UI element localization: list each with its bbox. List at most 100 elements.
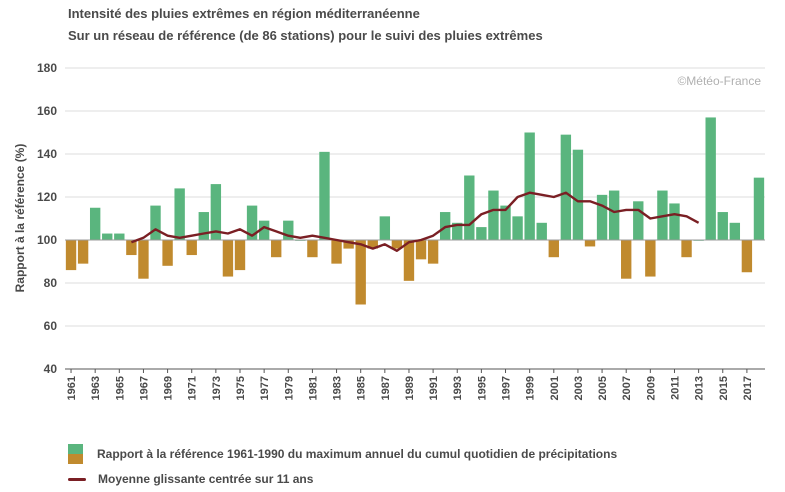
bar-1996 (488, 190, 499, 240)
chart-subtitle: Sur un réseau de référence (de 86 statio… (68, 28, 543, 43)
y-axis-label: Rapport à la référence (%) (13, 144, 27, 293)
x-tick-label: 2013 (694, 376, 706, 400)
bar-1968 (150, 205, 161, 240)
bar-1971 (186, 240, 197, 256)
bar-1963 (89, 207, 101, 240)
bar-1975 (234, 240, 246, 271)
x-tick-label: 1999 (525, 376, 537, 400)
legend-bars-label: Rapport à la référence 1961-1990 du maxi… (97, 447, 618, 461)
x-tick-label: 1979 (283, 376, 295, 400)
bar-1961 (65, 240, 77, 271)
bar-1989 (403, 240, 415, 281)
bar-2009 (645, 240, 656, 277)
bar-1981 (307, 240, 318, 258)
bar-1990 (415, 240, 427, 260)
x-tick-label: 2005 (597, 376, 609, 400)
bar-2002 (560, 134, 572, 240)
bar-2007 (621, 240, 632, 279)
x-tick-label: 1985 (356, 376, 368, 400)
bar-2004 (584, 240, 596, 247)
bar-2008 (633, 201, 644, 240)
bar-1977 (258, 220, 270, 240)
bar-1993 (452, 222, 463, 240)
bar-2005 (596, 194, 608, 240)
legend-line: Moyenne glissante centrée sur 11 ans (68, 472, 313, 486)
x-tick-label: 1983 (332, 376, 344, 400)
x-tick-labels: 1961 1963 1965 1967 1969 1971 1973 1975 1977 1979… (66, 369, 754, 400)
bar-2016 (729, 222, 741, 240)
bar-2011 (669, 203, 680, 240)
bar-2000 (536, 222, 547, 240)
x-tick-label: 1965 (114, 376, 126, 400)
bar-1962 (77, 240, 89, 264)
x-tick-label: 1997 (501, 376, 513, 400)
watermark: ©Météo-France (677, 74, 761, 88)
x-tick-label: 1973 (211, 376, 223, 400)
x-tick-label: 1961 (66, 376, 78, 400)
bar-1995 (476, 227, 487, 240)
bars (65, 117, 765, 305)
bar-2012 (681, 240, 692, 258)
legend-bar-swatch (68, 444, 83, 464)
bar-1964 (102, 233, 113, 240)
y-tick-label: 160 (37, 104, 57, 118)
x-tick-label: 1977 (259, 376, 271, 400)
bar-1998 (512, 216, 523, 240)
bar-2001 (548, 240, 559, 258)
bar-1967 (138, 240, 149, 279)
x-tick-label: 1993 (452, 376, 464, 400)
bar-1969 (162, 240, 173, 266)
bar-1988 (391, 240, 403, 249)
x-tick-label: 1987 (380, 376, 392, 400)
legend-bars: Rapport à la référence 1961-1990 du maxi… (68, 444, 617, 464)
x-tick-label: 1989 (404, 376, 416, 400)
bar-1982 (319, 151, 330, 240)
y-tick-label: 60 (44, 319, 58, 333)
chart-title: Intensité des pluies extrêmes en région … (68, 6, 420, 21)
bar-1984 (343, 240, 354, 249)
x-tick-label: 2015 (718, 376, 730, 400)
y-tick-label: 180 (37, 61, 57, 75)
bar-1999 (524, 132, 535, 240)
y-tick-labels: 40 60 80 100 120 140 160 180 (37, 61, 57, 376)
bar-2018 (753, 177, 765, 240)
bar-1976 (246, 205, 258, 240)
bar-2006 (608, 190, 620, 240)
x-tick-label: 1991 (428, 376, 440, 400)
moving-average-line (130, 191, 700, 252)
bar-2003 (572, 149, 584, 240)
bar-1997 (500, 205, 511, 240)
x-tick-label: 2001 (549, 376, 561, 400)
bar-1983 (331, 240, 342, 264)
bar-2017 (741, 240, 753, 273)
bar-1978 (271, 240, 282, 258)
bar-1970 (174, 188, 185, 240)
x-tick-label: 2011 (670, 376, 682, 400)
legend-line-label: Moyenne glissante centrée sur 11 ans (98, 472, 314, 486)
x-tick-label: 1963 (90, 376, 102, 400)
bar-1986 (367, 240, 378, 249)
bar-1987 (379, 216, 391, 240)
bar-1994 (464, 175, 475, 240)
x-tick-label: 2009 (645, 376, 657, 400)
x-tick-label: 2003 (573, 376, 585, 400)
y-tick-label: 80 (44, 276, 58, 290)
x-tick-label: 1995 (476, 376, 488, 400)
x-tick-label: 2007 (621, 376, 633, 400)
bar-1973 (210, 184, 222, 240)
y-tick-label: 140 (37, 147, 57, 161)
bar-1966 (126, 240, 137, 256)
legend-line-swatch (68, 477, 86, 481)
x-tick-label: 1975 (235, 376, 247, 400)
y-tick-label: 100 (37, 233, 57, 247)
bar-1965 (114, 233, 125, 240)
y-tick-label: 120 (37, 190, 57, 204)
bar-2014 (705, 117, 716, 240)
x-tick-label: 1981 (307, 376, 319, 400)
x-tick-label: 1967 (138, 376, 150, 400)
bar-1985 (355, 240, 366, 305)
x-tick-label: 1971 (187, 376, 199, 400)
bar-1991 (427, 240, 439, 264)
bar-2015 (717, 212, 728, 240)
